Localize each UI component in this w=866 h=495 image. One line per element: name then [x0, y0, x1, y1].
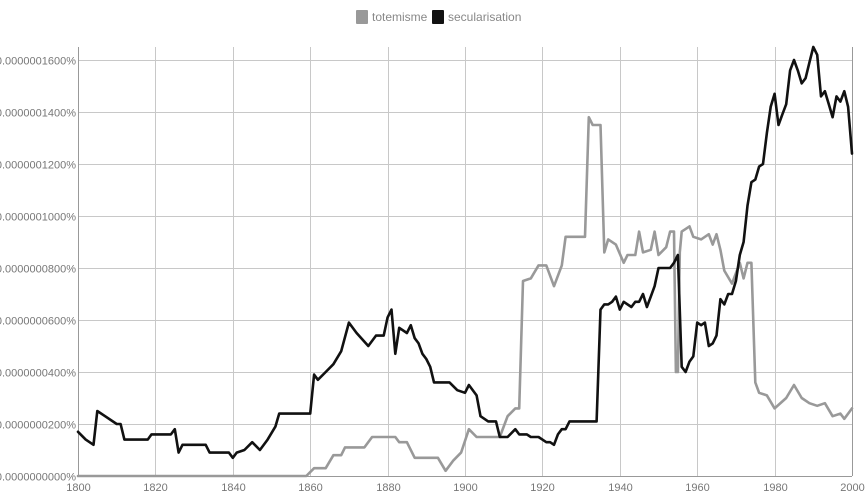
- series-line-totemisme: [76, 115, 854, 478]
- y-tick-label: 0.0000001400%: [0, 108, 76, 120]
- y-tick-label: 0.0000000200%: [0, 420, 76, 432]
- legend[interactable]: totemisme secularisation: [356, 10, 521, 24]
- x-tick-label: 1840: [221, 482, 245, 494]
- x-tick-label: 1800: [66, 482, 90, 494]
- y-tick-labels: 0.0000000000% 0.0000000200% 0.0000000400% 0…: [0, 56, 76, 484]
- legend-swatch-secularisation[interactable]: [432, 10, 444, 24]
- x-tick-label: 1960: [685, 482, 709, 494]
- legend-label-secularisation[interactable]: secularisation: [448, 10, 521, 24]
- y-tick-label: 0.0000000800%: [0, 264, 76, 276]
- series-line-secularisation: [76, 45, 854, 460]
- x-tick-label: 1940: [608, 482, 632, 494]
- x-tick-label: 1860: [298, 482, 322, 494]
- y-tick-label: 0.0000000400%: [0, 368, 76, 380]
- y-tick-label: 0.0000001000%: [0, 212, 76, 224]
- legend-label-totemisme[interactable]: totemisme: [372, 10, 428, 24]
- legend-swatch-totemisme[interactable]: [356, 10, 368, 24]
- series-layer: [76, 45, 854, 478]
- x-tick-label: 1900: [453, 482, 477, 494]
- x-tick-label: 1880: [376, 482, 400, 494]
- y-tick-label: 0.0000001200%: [0, 160, 76, 172]
- x-tick-labels: 1800 1820 1840 1860 1880 1900 1920 1940 1960 1980…: [66, 482, 864, 494]
- gridlines: [78, 47, 852, 476]
- x-tick-label: 1980: [763, 482, 787, 494]
- y-tick-label: 0.0000000000%: [0, 472, 76, 484]
- x-tick-label: 1920: [530, 482, 554, 494]
- x-tick-label: 1820: [143, 482, 167, 494]
- y-tick-label: 0.0000000600%: [0, 316, 76, 328]
- x-tick-label: 2000: [840, 482, 864, 494]
- y-tick-label: 0.0000001600%: [0, 56, 76, 68]
